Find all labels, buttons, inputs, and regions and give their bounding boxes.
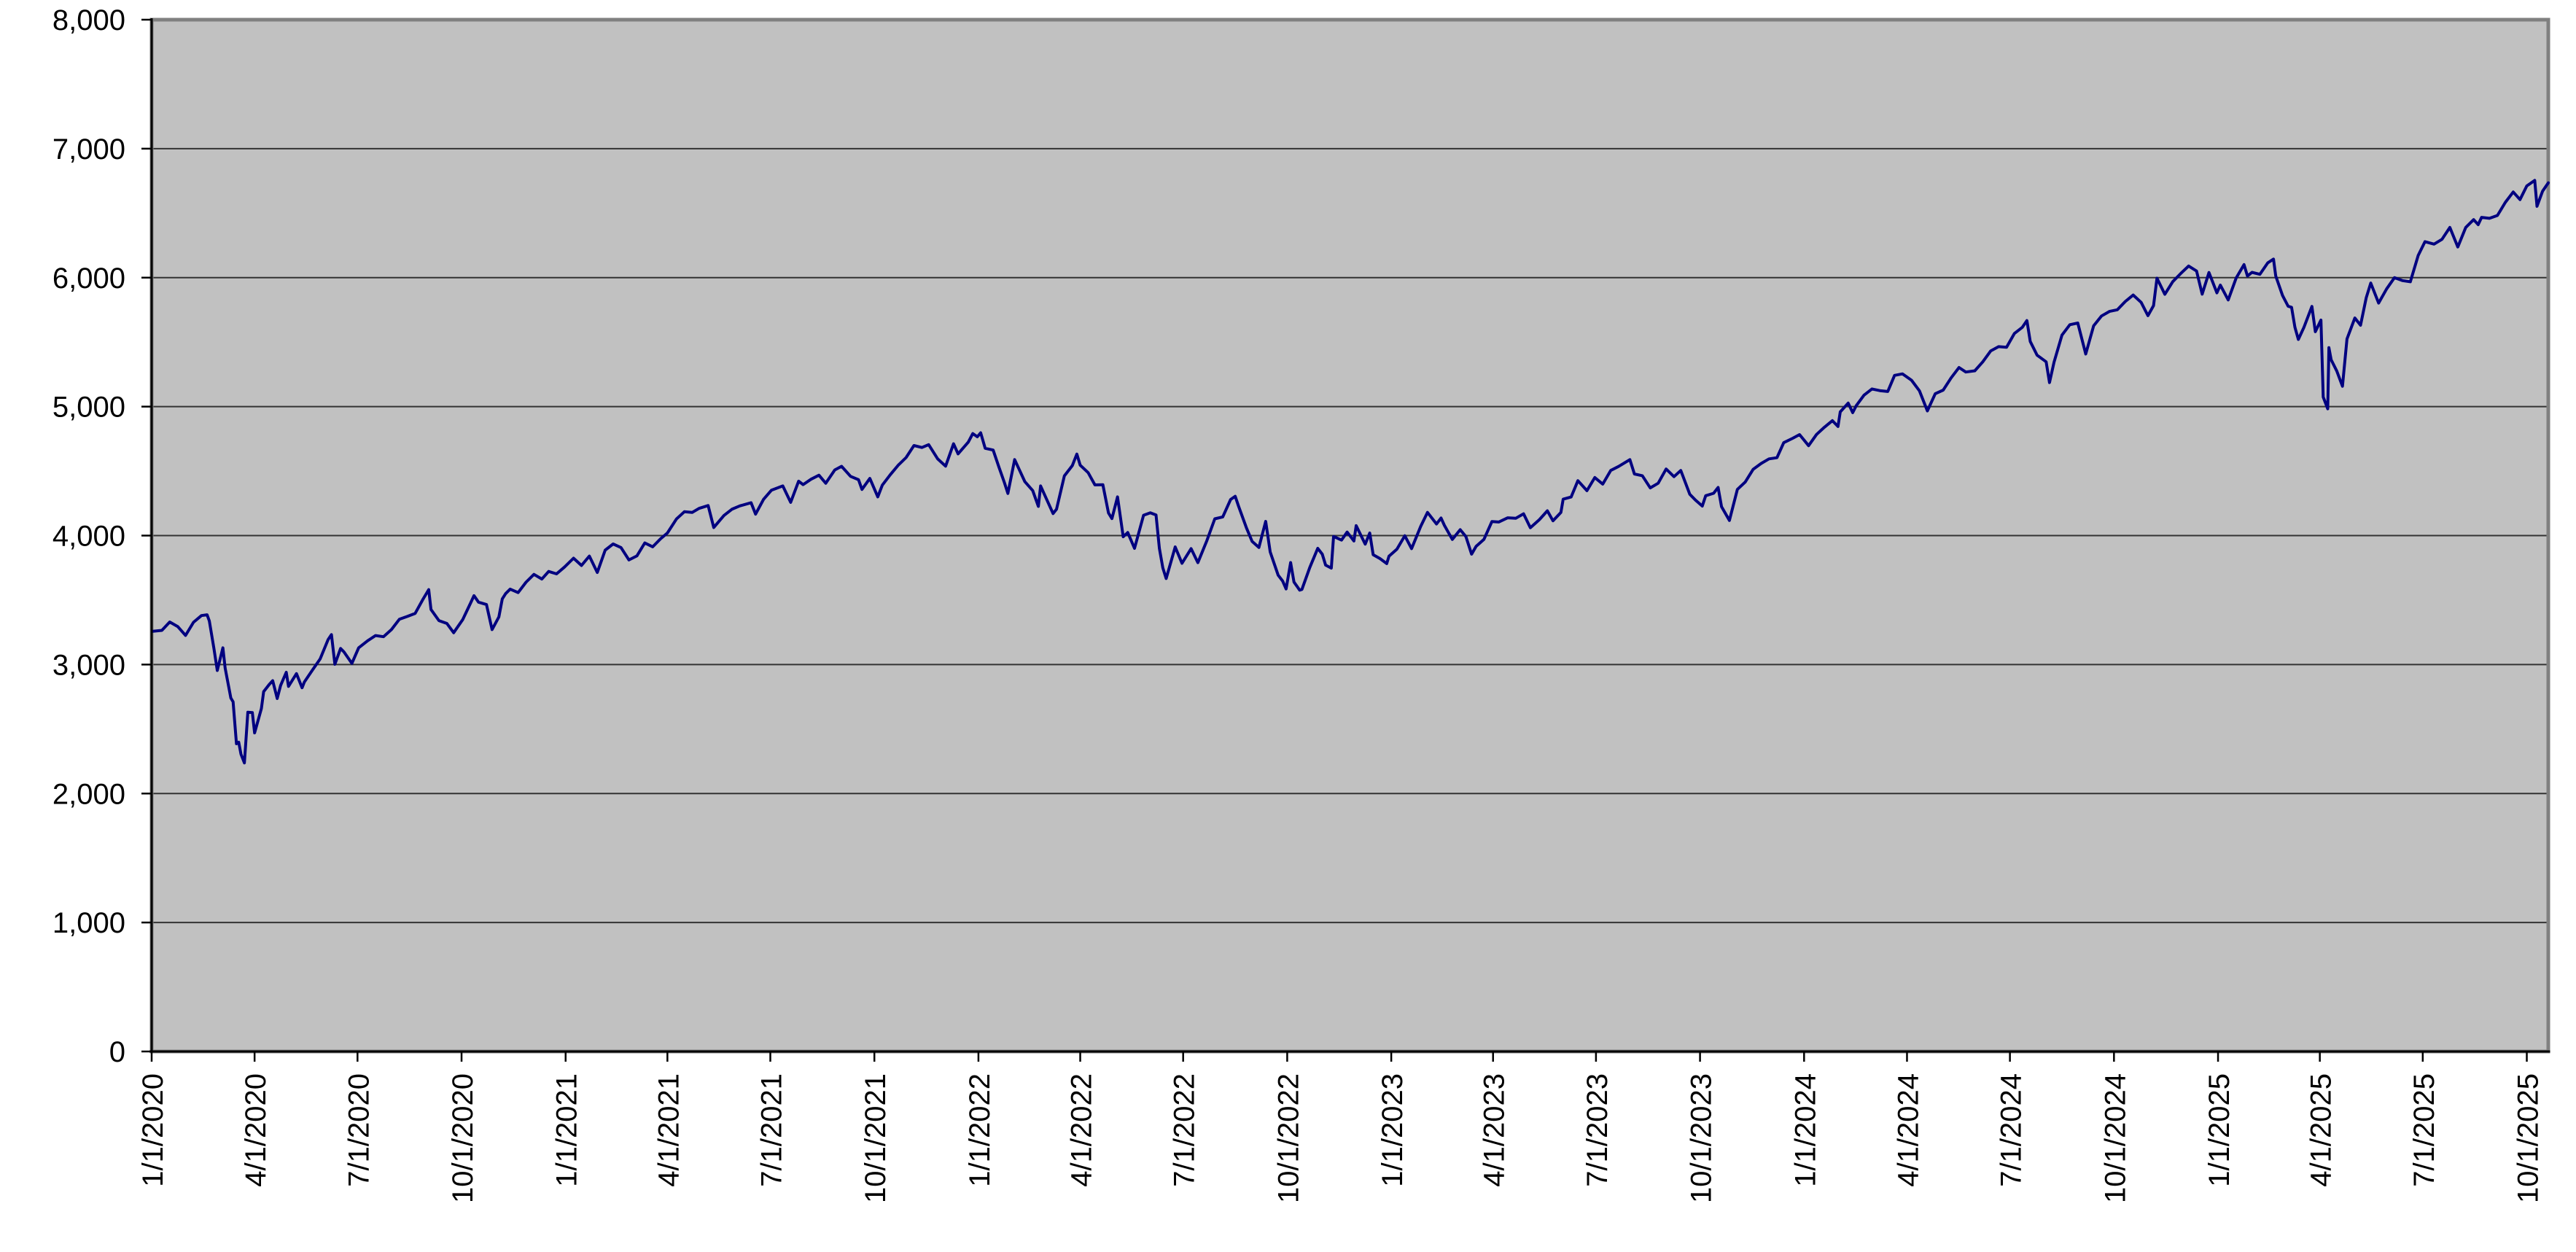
y-axis-label: 8,000 — [52, 4, 125, 36]
x-axis-label: 4/1/2024 — [1892, 1073, 1924, 1187]
x-axis-label: 10/1/2023 — [1686, 1073, 1718, 1203]
x-axis-label: 1/1/2022 — [964, 1073, 996, 1187]
x-axis-label: 10/1/2020 — [447, 1073, 479, 1203]
x-axis-label: 7/1/2021 — [756, 1073, 788, 1187]
y-axis-label: 1,000 — [52, 907, 125, 939]
x-axis-label: 7/1/2022 — [1169, 1073, 1201, 1187]
y-axis-label: 3,000 — [52, 649, 125, 681]
x-axis-label: 4/1/2022 — [1066, 1073, 1098, 1187]
x-axis-label: 1/1/2023 — [1377, 1073, 1409, 1187]
x-axis-label: 1/1/2020 — [137, 1073, 169, 1187]
y-axis-label: 2,000 — [52, 778, 125, 810]
y-axis-label: 4,000 — [52, 521, 125, 553]
y-axis-label: 6,000 — [52, 263, 125, 295]
x-axis-label: 4/1/2020 — [240, 1073, 272, 1187]
x-axis-label: 10/1/2022 — [1272, 1073, 1304, 1203]
x-axis-label: 10/1/2025 — [2513, 1073, 2545, 1203]
x-axis-label: 4/1/2023 — [1479, 1073, 1511, 1187]
x-axis-label: 4/1/2025 — [2305, 1073, 2338, 1187]
x-axis-label: 7/1/2020 — [343, 1073, 375, 1187]
x-axis-label: 1/1/2024 — [1789, 1073, 1821, 1187]
x-axis-label: 1/1/2025 — [2203, 1073, 2235, 1187]
x-axis-label: 10/1/2024 — [2099, 1073, 2131, 1203]
x-axis-label: 4/1/2021 — [653, 1073, 685, 1187]
x-axis-label: 7/1/2024 — [1996, 1073, 2028, 1187]
price-line — [151, 179, 2550, 765]
x-axis-label: 7/1/2023 — [1581, 1073, 1614, 1187]
y-axis-label: 5,000 — [52, 392, 125, 424]
y-axis-label: 7,000 — [52, 133, 125, 166]
x-axis-label: 1/1/2021 — [551, 1073, 583, 1187]
y-axis-label: 0 — [109, 1036, 125, 1068]
x-axis-label: 10/1/2021 — [860, 1073, 892, 1203]
x-axis-label: 7/1/2025 — [2408, 1073, 2440, 1187]
